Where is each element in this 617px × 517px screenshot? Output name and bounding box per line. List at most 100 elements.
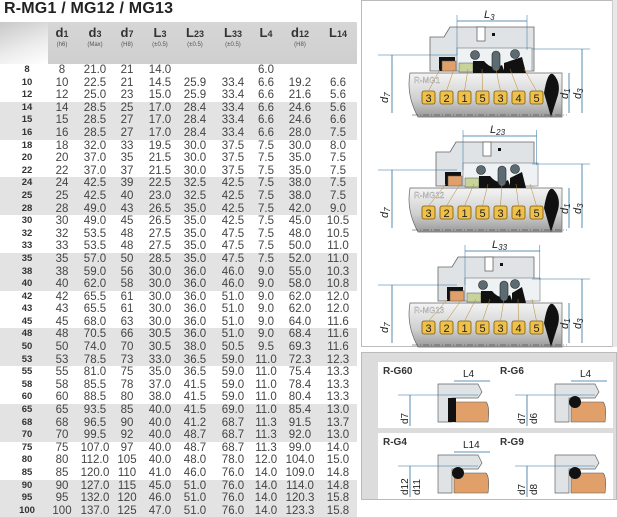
value-cell: 9.0 — [330, 202, 346, 215]
value-cell: 61 — [120, 290, 134, 303]
part-number: 1 — [461, 323, 467, 335]
leader-line — [482, 183, 489, 207]
value-cell: 57.0 — [83, 252, 107, 265]
page-title: R-MG1 / MG12 / MG13 — [4, 0, 174, 17]
value-cell: 35 — [120, 152, 134, 165]
value-cell: 7.5 — [330, 177, 346, 190]
size-cell: 25 — [21, 189, 33, 201]
value-cell: 14 — [55, 101, 69, 114]
value-cell: 56 — [120, 265, 134, 278]
value-cell: 11.0 — [327, 252, 349, 265]
value-cell: 58 — [55, 378, 69, 391]
value-cell: 14.0 — [326, 441, 350, 454]
table-row: 18 18 32.0 33 19.5 30.0 37.5 7.5 30.0 8.0 — [0, 140, 357, 153]
table-row: 65 65 93.5 85 40.0 41.5 69.0 11.0 85.4 13.0 — [0, 404, 357, 417]
table-row: 8 8 21.0 21 14.0 6.0 — [0, 64, 357, 77]
size-cell: 18 — [21, 139, 33, 151]
value-cell: 28.5 — [83, 101, 107, 114]
value-cell: 48.0 — [183, 454, 207, 467]
value-cell: 36.0 — [183, 328, 207, 341]
header-symbol: L14 — [321, 26, 355, 41]
value-cell: 40 — [120, 189, 134, 202]
value-cell: 36.0 — [183, 315, 207, 328]
table-row: 55 55 81.0 75 35.0 36.5 59.0 11.0 75.4 13.3 — [0, 366, 357, 379]
part-number: 2 — [443, 208, 449, 220]
size-cell: 68 — [21, 416, 33, 428]
part-number: 3 — [497, 93, 503, 105]
leader-line — [482, 298, 491, 322]
header-symbol: d1 — [45, 26, 79, 41]
value-cell: 49.0 — [83, 202, 107, 215]
value-cell: 13.3 — [326, 378, 350, 391]
value-cell: 53.5 — [83, 240, 107, 253]
size-cell: 42 — [21, 290, 33, 302]
value-cell: 7.5 — [258, 227, 274, 240]
leader-line — [509, 68, 519, 92]
header-sub: 14 — [336, 29, 347, 39]
table-row: 12 12 25.0 23 15.0 25.9 33.4 6.6 21.6 5.6 — [0, 89, 357, 102]
header-main: d — [55, 25, 64, 40]
table-row: 53 53 78.5 73 33.0 36.5 59.0 11.0 72.3 12.3 — [0, 353, 357, 367]
value-cell: 13.3 — [326, 391, 350, 404]
leader-line — [428, 298, 449, 322]
value-cell: 30 — [55, 215, 69, 228]
seal-face — [464, 177, 480, 188]
value-cell: 38.0 — [148, 391, 172, 404]
value-cell: 61 — [120, 303, 134, 316]
value-cell: 6.6 — [258, 101, 274, 114]
o-ring — [569, 467, 581, 479]
part-number: 4 — [515, 208, 521, 220]
value-cell: 32.5 — [183, 177, 207, 190]
header-symbol: L4 — [249, 26, 283, 41]
o-ring — [510, 49, 520, 59]
value-cell: 6.6 — [258, 114, 274, 127]
value-cell: 11.3 — [255, 441, 277, 454]
spring — [499, 280, 509, 302]
value-cell: 13.3 — [326, 366, 350, 379]
value-cell: 7.5 — [258, 202, 274, 215]
dimension-label: d7 — [517, 483, 528, 495]
table-row: 45 45 68.0 63 30.0 36.0 51.0 9.0 64.0 11.6 — [0, 316, 357, 329]
value-cell: 12.3 — [326, 353, 350, 366]
shaft-end-icon — [544, 303, 559, 347]
d3-label: d3 — [572, 88, 585, 99]
value-cell: 33.4 — [221, 89, 245, 102]
value-cell: 9.0 — [258, 315, 274, 328]
value-cell: 26.5 — [148, 202, 172, 215]
leader-line — [464, 68, 469, 92]
value-cell: 66 — [120, 328, 134, 341]
value-cell: 68 — [55, 416, 69, 429]
value-cell: 80 — [120, 391, 134, 404]
table-row: 35 35 57.0 50 28.5 35.0 47.5 7.5 52.0 11.0 — [0, 252, 357, 266]
value-cell: 75 — [55, 441, 69, 454]
value-cell: 65 — [55, 404, 69, 417]
value-cell: 7.5 — [330, 164, 346, 177]
value-cell: 41.2 — [183, 416, 207, 429]
table-row: 10 10 22.5 21 14.5 25.9 33.4 6.6 19.2 6.6 — [0, 77, 357, 90]
value-cell: 59.0 — [221, 378, 245, 391]
dimension-label: d12 — [400, 478, 411, 495]
table-row: 40 40 62.0 58 30.0 36.0 46.0 9.0 58.0 10.8 — [0, 278, 357, 291]
dimension-label: d6 — [529, 412, 540, 424]
value-cell: 92 — [120, 429, 134, 442]
o-ring — [476, 165, 486, 175]
table-row: 25 25 42.5 40 23.0 32.5 42.5 7.5 38.0 7.5 — [0, 189, 357, 203]
seat-model-label: R-G4 — [383, 437, 407, 448]
value-cell: 28.5 — [83, 126, 107, 139]
column-header: L23 (±0.5) — [178, 26, 212, 49]
value-cell: 27 — [120, 114, 134, 127]
value-cell: 109.0 — [285, 467, 315, 479]
value-cell: 75 — [120, 366, 134, 379]
value-cell: 42.5 — [221, 189, 245, 202]
size-cell: 55 — [21, 366, 33, 378]
value-cell: 42.5 — [83, 177, 107, 190]
header-symbol: d12 — [283, 26, 317, 41]
value-cell: 7.5 — [258, 177, 274, 190]
header-note: (Max) — [87, 42, 103, 48]
model-label: R-MG1 — [414, 76, 440, 85]
spring — [497, 165, 507, 187]
column-header: d1 (h6) — [45, 26, 79, 49]
value-cell: 27.5 — [148, 240, 172, 253]
leader-line — [523, 68, 537, 92]
